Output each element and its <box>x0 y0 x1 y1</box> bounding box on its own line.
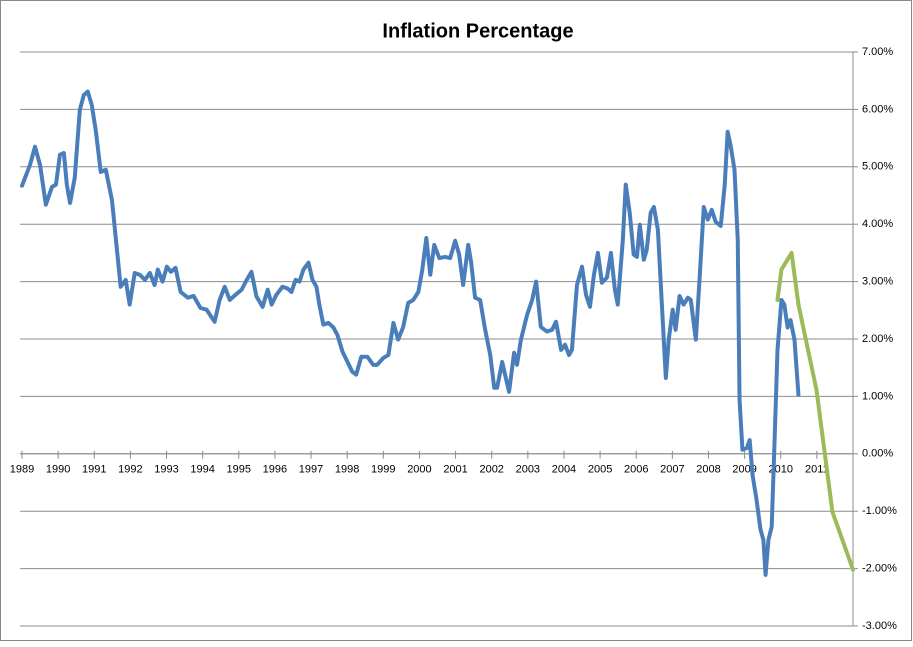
x-tick-label: 2003 <box>516 464 540 476</box>
y-tick-label: 4.00% <box>862 218 893 230</box>
x-tick-label: 2005 <box>588 464 612 476</box>
x-tick-label: 1995 <box>227 464 251 476</box>
x-tick-label: 2007 <box>660 464 684 476</box>
x-tick-label: 1990 <box>46 464 70 476</box>
x-tick-label: 1992 <box>118 464 142 476</box>
x-tick-label: 2002 <box>479 464 503 476</box>
x-tick-label: 1991 <box>82 464 106 476</box>
x-tick-label: 2001 <box>443 464 467 476</box>
y-tick-label: 2.00% <box>862 333 893 345</box>
y-tick-label: -3.00% <box>862 620 897 632</box>
chart-title: Inflation Percentage <box>382 20 573 42</box>
x-tick-label: 1997 <box>299 464 323 476</box>
x-tick-label: 2004 <box>552 464 576 476</box>
y-tick-label: 7.00% <box>862 46 893 58</box>
y-tick-label: 5.00% <box>862 161 893 173</box>
series-line <box>775 250 855 572</box>
x-tick-label: 2008 <box>696 464 720 476</box>
x-tick-label: 1993 <box>154 464 178 476</box>
x-tick-label: 2006 <box>624 464 648 476</box>
y-tick-label: 3.00% <box>862 276 893 288</box>
x-tick-label: 1999 <box>371 464 395 476</box>
x-tick-label: 1989 <box>10 464 34 476</box>
x-tick-label: 2011 <box>805 464 829 476</box>
y-tick-label: 0.00% <box>862 448 893 460</box>
x-tick-label: 1994 <box>190 464 214 476</box>
x-tick-label: 1996 <box>263 464 287 476</box>
y-tick-label: 6.00% <box>862 103 893 115</box>
series-line <box>20 89 801 577</box>
x-tick-label: 2000 <box>407 464 431 476</box>
x-tick-label: 1998 <box>335 464 359 476</box>
y-tick-label: -2.00% <box>862 563 897 575</box>
y-tick-label: 1.00% <box>862 390 893 402</box>
y-tick-label: -1.00% <box>862 505 897 517</box>
